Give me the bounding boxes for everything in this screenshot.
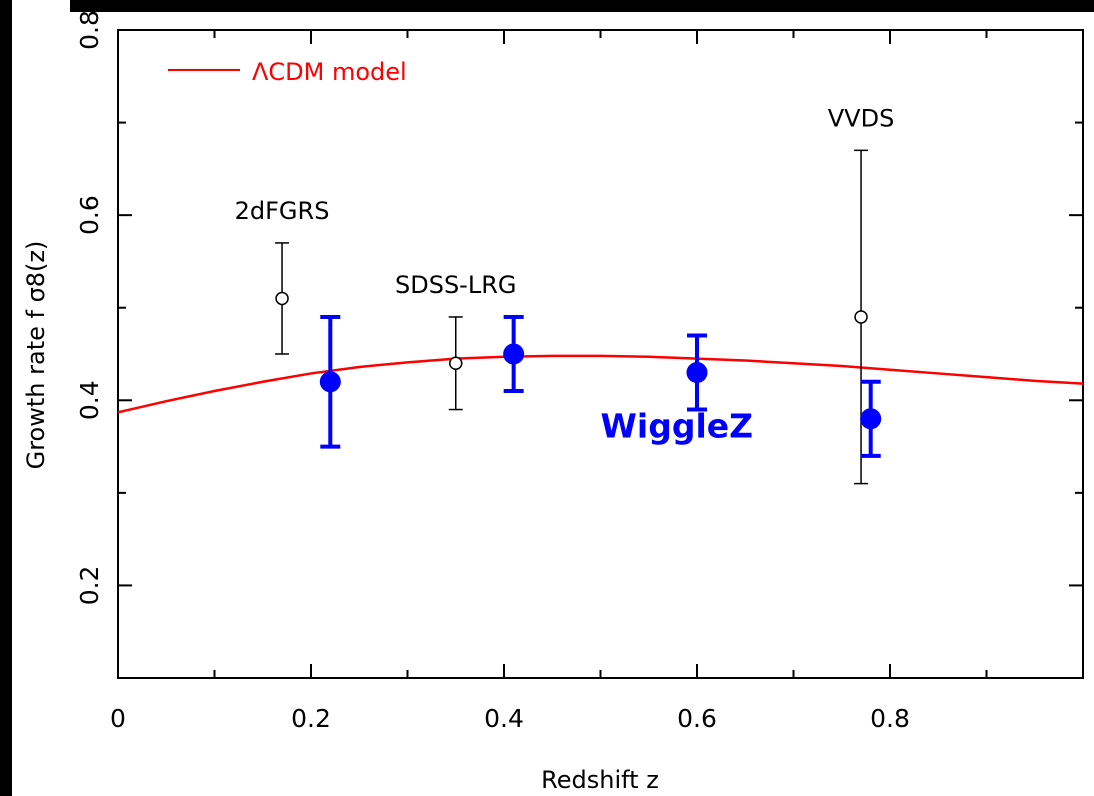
survey-label: 2dFGRS (235, 197, 330, 225)
y-tick-label: 0.6 (75, 195, 104, 235)
wigglez-point (503, 343, 525, 365)
y-tick-label: 0.8 (75, 10, 104, 50)
x-tick-label: 0 (110, 704, 126, 733)
wigglez-point (860, 408, 882, 430)
left-black-band (0, 0, 12, 796)
wigglez-point (319, 371, 341, 393)
y-axis-title: Growth rate f σ8(z) (22, 241, 50, 470)
survey-point (449, 356, 463, 371)
x-axis-title: Redshift z (541, 766, 659, 794)
survey-point (854, 310, 868, 324)
x-tick-label: 0.8 (870, 704, 910, 733)
x-tick-label: 0.6 (677, 704, 717, 733)
top-black-band (70, 0, 1094, 12)
y-tick-label: 0.2 (75, 566, 104, 606)
y-tick-label: 0.4 (75, 380, 104, 420)
survey-label: VVDS (828, 104, 895, 132)
x-tick-label: 0.2 (291, 704, 331, 733)
axis-ticks: 0 0.2 0.4 0.6 0.8 0.2 0.4 0.6 0.8 (75, 10, 1084, 733)
wigglez-point (686, 362, 708, 384)
data-points-layer: 2dFGRS SDSS-LRG VVDS WiggleZ (235, 104, 895, 485)
survey-label: SDSS-LRG (395, 271, 517, 299)
lcdm-model-curve (117, 354, 1084, 414)
series-label-wigglez: WiggleZ (601, 406, 754, 445)
legend: ΛCDM model (168, 58, 407, 86)
survey-point (275, 291, 289, 306)
legend-label: ΛCDM model (252, 58, 407, 86)
x-tick-label: 0.4 (484, 704, 524, 733)
model-curve-layer (117, 354, 1084, 414)
